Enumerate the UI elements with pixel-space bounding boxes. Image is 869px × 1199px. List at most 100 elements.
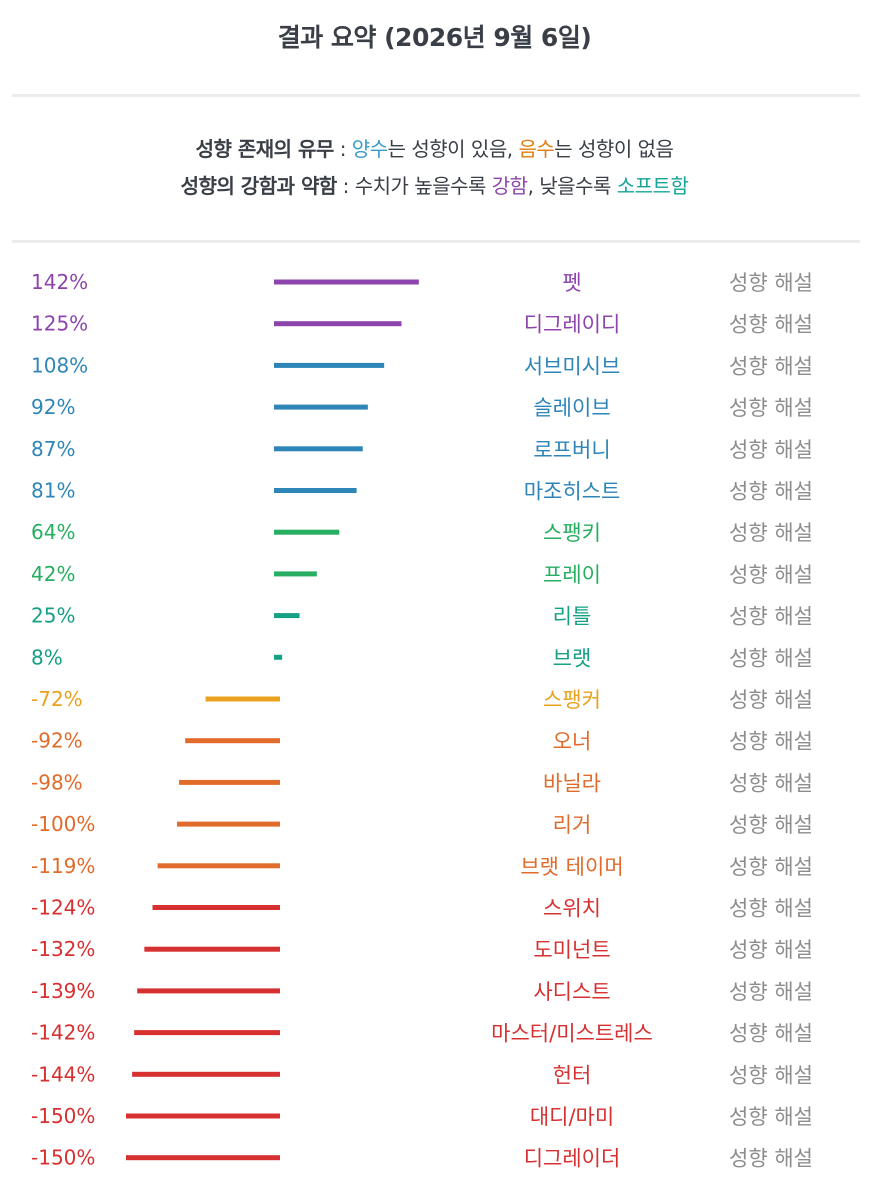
category-label: 디그레이디 [524, 313, 621, 337]
value-label: 8% [31, 645, 63, 669]
bar [274, 362, 385, 368]
value-label: 87% [31, 437, 75, 461]
bar [126, 1113, 280, 1119]
tendency-description-link[interactable]: 성향 해설 [729, 396, 813, 420]
page-title: 결과 요약 (2026년 9월 6일) [277, 23, 592, 52]
tendency-description-link[interactable]: 성향 해설 [729, 313, 813, 337]
bar [274, 446, 363, 452]
bar [152, 905, 280, 910]
tendency-description-link[interactable]: 성향 해설 [729, 354, 813, 378]
category-label: 사디스트 [533, 980, 610, 1004]
legend-negative-word: 음수 [518, 137, 555, 161]
value-label: 92% [31, 395, 75, 419]
category-label: 프레이 [543, 563, 601, 587]
tendency-description-link[interactable]: 성향 해설 [729, 480, 813, 504]
category-label: 스팽커 [543, 688, 601, 712]
bar [274, 613, 300, 619]
tendency-description-link[interactable]: 성향 해설 [729, 563, 813, 587]
legend-line-existence: 성향 존재의 유무 : 양수는 성향이 있음, 음수는 성향이 없음 [0, 133, 869, 162]
category-label: 마조히스트 [524, 480, 621, 504]
tendency-description-link[interactable]: 성향 해설 [729, 438, 813, 462]
value-label: 42% [31, 562, 75, 586]
legend-soft-word: 소프트함 [616, 174, 689, 198]
value-label: -150% [31, 1146, 95, 1170]
divider-top [12, 94, 860, 97]
value-label: -124% [31, 896, 95, 920]
category-label: 브랫 테이머 [520, 855, 623, 879]
bar [274, 529, 340, 535]
value-label: -144% [31, 1062, 95, 1086]
value-label: -119% [31, 854, 95, 878]
bar [126, 1155, 280, 1161]
category-label: 디그레이더 [524, 1147, 621, 1171]
bar [185, 738, 280, 744]
category-label: 스팽키 [543, 521, 601, 545]
legend-negative-rest: 는 성향이 없음 [554, 137, 674, 161]
tendency-description-link[interactable]: 성향 해설 [729, 855, 813, 879]
bar [205, 696, 280, 702]
legend-strength-label: 성향의 강함과 약함 [180, 174, 338, 198]
tendency-description-link[interactable]: 성향 해설 [729, 521, 813, 545]
tendency-description-link[interactable]: 성향 해설 [729, 897, 813, 921]
category-label: 스위치 [543, 897, 601, 921]
tendency-description-link[interactable]: 성향 해설 [729, 646, 813, 670]
value-label: 64% [31, 520, 75, 544]
value-label: 125% [31, 312, 88, 336]
tendency-description-link[interactable]: 성향 해설 [729, 730, 813, 754]
tendency-description-link[interactable]: 성향 해설 [729, 605, 813, 629]
legend-strength-sep: : 수치가 높을수록 [336, 174, 492, 198]
legend-positive-rest: 는 성향이 있음, [387, 137, 519, 161]
tendency-description-link[interactable]: 성향 해설 [729, 1022, 813, 1046]
tendency-description-link[interactable]: 성향 해설 [729, 1063, 813, 1087]
category-label: 슬레이브 [533, 396, 610, 420]
value-label: 108% [31, 353, 88, 377]
category-label: 대디/마미 [530, 1105, 614, 1129]
legend-positive-word: 양수 [351, 137, 388, 161]
divider-bottom [12, 240, 860, 243]
bar [274, 321, 402, 327]
category-label: 서브미시브 [524, 354, 621, 378]
value-label: -72% [31, 687, 83, 711]
bar [274, 279, 419, 285]
legend-strong-word: 강함 [491, 174, 528, 198]
category-label: 펫 [562, 271, 581, 295]
legend-existence-label: 성향 존재의 유무 [195, 137, 335, 161]
category-label: 리틀 [553, 605, 592, 629]
bar [134, 1030, 280, 1036]
bar [179, 779, 280, 785]
tendency-description-link[interactable]: 성향 해설 [729, 271, 813, 295]
tendency-description-link[interactable]: 성향 해설 [729, 980, 813, 1004]
tendency-description-link[interactable]: 성향 해설 [729, 1147, 813, 1171]
value-label: -98% [31, 770, 83, 794]
bar [274, 404, 368, 410]
value-label: 142% [31, 270, 88, 294]
value-label: -150% [31, 1104, 95, 1128]
tendency-description-link[interactable]: 성향 해설 [729, 688, 813, 712]
bar [132, 1071, 280, 1077]
value-label: -92% [31, 729, 83, 753]
tendency-description-link[interactable]: 성향 해설 [729, 771, 813, 795]
bar [274, 488, 357, 493]
category-label: 마스터/미스트레스 [491, 1022, 653, 1046]
category-label: 브랫 [553, 646, 592, 670]
category-label: 로프버니 [533, 438, 610, 462]
value-label: -139% [31, 979, 95, 1003]
legend-strength-middle: , 낮을수록 [527, 174, 617, 198]
value-label: -142% [31, 1021, 95, 1045]
value-label: -132% [31, 937, 95, 961]
bar [274, 571, 317, 577]
bar [274, 654, 283, 660]
category-label: 도미넌트 [533, 938, 610, 962]
category-label: 바닐라 [543, 771, 601, 795]
tendency-description-link[interactable]: 성향 해설 [729, 938, 813, 962]
value-label: 25% [31, 604, 75, 628]
category-label: 헌터 [553, 1063, 592, 1087]
tendency-description-link[interactable]: 성향 해설 [729, 813, 813, 837]
bar [144, 946, 280, 952]
value-label: 81% [31, 479, 75, 503]
tendency-description-link[interactable]: 성향 해설 [729, 1105, 813, 1129]
bar [137, 988, 280, 994]
legend-line-strength: 성향의 강함과 약함 : 수치가 높을수록 강함, 낮을수록 소프트함 [0, 170, 869, 199]
bar [177, 821, 280, 827]
